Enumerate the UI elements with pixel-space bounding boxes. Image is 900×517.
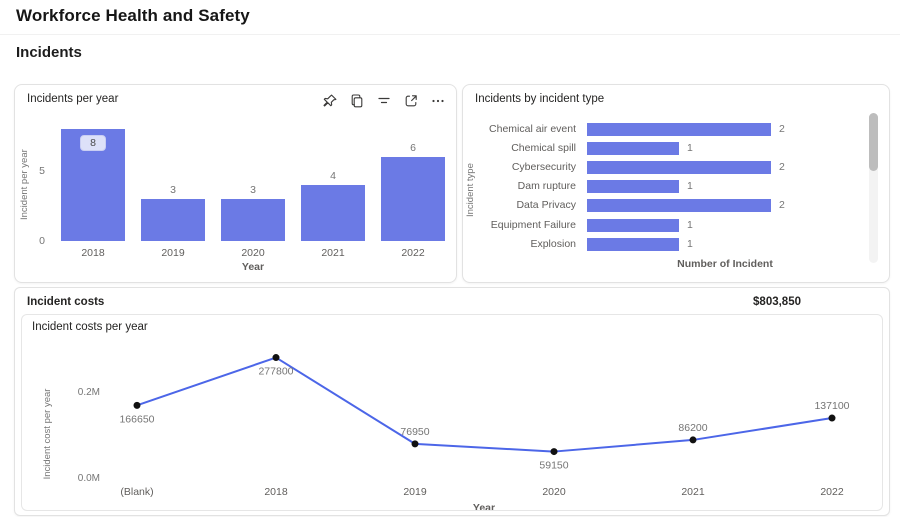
bar-2021[interactable] [301,185,365,241]
y-axis-title: Incident cost per year [42,389,53,480]
bar-Cybersecurity[interactable] [587,161,771,175]
more-options-icon[interactable] [430,93,446,109]
data-label: 166650 [119,413,154,425]
visual-header-toolbar [322,93,446,109]
x-axis-title: Year [241,261,265,273]
line-chart-svg: 166650 (Blank) 277800 2018 76950 2019 59150 202… [42,354,850,514]
data-label: 277800 [258,366,293,378]
y-axis-tick: 5 [39,165,45,177]
filter-icon[interactable] [376,93,392,109]
x-axis-label: (Blank) [120,486,153,498]
incidents-by-type-plot: Incident type Chemical air event 2 Chemical… [463,85,889,282]
bar-Data Privacy[interactable] [587,199,771,213]
visual-title-costs-per-year: Incident costs per year [32,321,148,333]
bar-2020[interactable] [221,199,285,241]
page-title: Workforce Health and Safety [16,6,250,25]
incidents-per-year-card: Incidents per year Incident per year 0 5 8 2… [14,84,457,283]
y-axis-title: Incident per year [19,149,30,221]
bar-2022[interactable] [381,157,445,241]
x-axis-label: 2022 [820,486,844,498]
data-label: 59150 [539,460,568,472]
data-label: 2 [779,123,785,135]
bar-Chemical spill[interactable] [587,142,679,156]
x-axis-label: 2018 [81,247,105,259]
data-label: 137100 [814,400,849,412]
category-label: Chemical spill [511,142,576,155]
data-label: 1 [687,237,693,250]
line-series [136,356,833,453]
data-point-2020[interactable] [550,448,558,456]
bar-2019[interactable] [141,199,205,241]
focus-mode-icon[interactable] [403,93,419,109]
y-axis-tick: 0 [39,235,45,247]
data-label: 4 [330,170,336,182]
data-label: 86200 [678,422,707,434]
visual-title-incidents-by-type: Incidents by incident type [475,93,605,105]
x-axis-label: 2019 [161,247,185,259]
bar-Equipment Failure[interactable] [587,218,679,232]
scrollbar-thumb[interactable] [869,113,878,171]
data-label: 1 [687,142,693,155]
x-axis-title: Year [473,502,495,510]
x-axis-label: 2019 [403,486,427,498]
data-point-2021[interactable] [689,436,697,444]
cost-card-title: Incident costs [27,296,105,308]
x-axis-title: Number of Incident [677,258,773,270]
x-axis-label: 2021 [681,486,705,498]
data-point-2018[interactable] [272,354,280,362]
bar-Dam rupture[interactable] [587,180,679,194]
x-axis-label: 2022 [401,247,425,259]
costs-per-year-card: Incident costs per year 166650 (Blank) 277… [21,314,883,514]
data-label: 6 [410,142,416,154]
data-point-2022[interactable] [828,414,836,422]
category-label: Data Privacy [516,199,576,212]
data-label: 3 [250,184,256,196]
category-label: Cybersecurity [511,161,576,174]
y-axis-tick: 0.0M [78,473,100,484]
category-label: Equipment Failure [490,218,576,231]
category-label: Dam rupture [517,180,576,193]
costs-per-year-plot: 166650 (Blank) 277800 2018 76950 2019 59150 202… [22,335,882,514]
incident-costs-card: Incident costs $803,850 Incident costs p… [14,287,890,516]
x-axis-label: 2018 [264,486,288,498]
data-label: 1 [687,218,693,231]
copy-icon[interactable] [349,93,365,109]
data-label: 2 [779,199,785,212]
x-axis-label: 2021 [321,247,345,259]
incidents-per-year-plot: Incident per year 0 5 8 2018 3 2019 3 2020 4 2021 6… [15,85,456,282]
data-point-(Blank)[interactable] [133,401,141,409]
data-label: 3 [170,184,176,196]
scrollbar[interactable] [869,113,878,263]
data-label: 1 [687,180,693,193]
category-label: Explosion [530,237,576,250]
header-divider [0,34,900,35]
visual-title-incidents-per-year: Incidents per year [27,93,119,105]
pin-icon[interactable] [322,93,338,109]
x-axis-label: 2020 [542,486,566,498]
bar-Chemical air event[interactable] [587,123,771,136]
section-title: Incidents [16,44,82,61]
bar-Explosion[interactable] [587,237,679,251]
incidents-by-type-card: Incidents by incident type Incident type… [462,84,890,283]
data-label-badge: 8 [80,135,106,151]
cost-total-value: $803,850 [753,296,801,308]
data-label: 76950 [400,426,429,438]
data-point-2019[interactable] [411,440,419,448]
y-axis-tick: 0.2M [78,387,100,398]
x-axis-label: 2020 [241,247,265,259]
category-label: Chemical air event [489,123,576,135]
data-label: 2 [779,161,785,174]
